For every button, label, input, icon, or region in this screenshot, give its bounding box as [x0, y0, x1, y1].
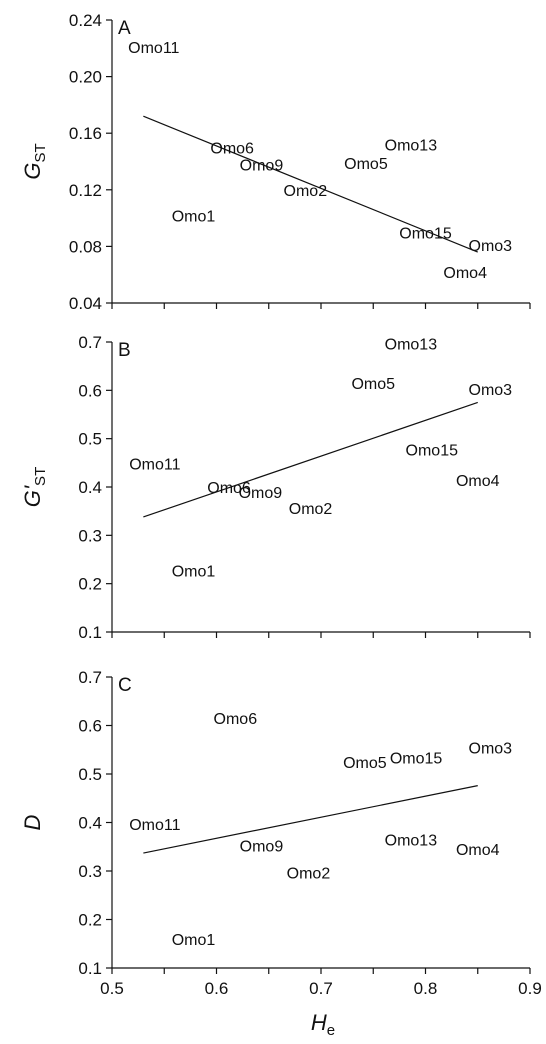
panel-a-y-tick-label: 0.04 — [69, 294, 102, 313]
panel-c-trend-line — [143, 785, 478, 854]
panel-c-point-omo6: Omo6 — [214, 711, 258, 728]
panel-b-y-axis-label: G'ST — [20, 467, 49, 507]
panel-a-point-omo15: Omo15 — [399, 225, 452, 242]
panel-c-y-axis-label: D — [20, 814, 45, 830]
panel-c-point-omo11: Omo11 — [129, 817, 180, 834]
panel-c-point-omo4: Omo4 — [456, 842, 500, 859]
panel-b-trend-line — [143, 401, 478, 518]
panel-a-y-axis-label: GST — [20, 143, 49, 179]
panel-a-point-omo5: Omo5 — [344, 156, 388, 173]
panel-b-letter: B — [118, 340, 131, 361]
panel-c-point-omo2: Omo2 — [287, 865, 331, 882]
panel-a-point-omo3: Omo3 — [469, 238, 513, 255]
panel-c-y-tick-label: 0.5 — [78, 765, 102, 784]
panel-a-y-tick-label: 0.12 — [69, 181, 102, 200]
panel-b-point-omo5: Omo5 — [351, 376, 395, 393]
panel-a-point-omo13: Omo13 — [385, 138, 438, 155]
panel-c-x-tick-label: 0.9 — [518, 979, 542, 998]
panel-c-point-omo5: Omo5 — [343, 755, 387, 772]
panel-b-point-omo1: Omo1 — [172, 564, 216, 581]
panel-a-point-omo2: Omo2 — [284, 183, 328, 200]
panel-b-point-omo2: Omo2 — [289, 501, 333, 518]
panel-c-y-tick-label: 0.2 — [78, 911, 102, 930]
panel-c-letter: C — [118, 675, 132, 696]
panel-c-x-axis-label: He — [311, 1010, 335, 1039]
panel-c-y-tick-label: 0.3 — [78, 862, 102, 881]
panel-b-y-tick-label: 0.5 — [78, 430, 102, 449]
panel-b-y-tick-label: 0.4 — [78, 478, 102, 497]
panel-c-y-tick-label: 0.7 — [78, 668, 102, 687]
panel-b-y-tick-label: 0.3 — [78, 526, 102, 545]
panel-c-point-omo9: Omo9 — [240, 838, 284, 855]
panel-c-x-tick-label: 0.6 — [205, 979, 229, 998]
panel-c-point-omo15: Omo15 — [390, 751, 443, 768]
panel-b-point-omo9: Omo9 — [239, 485, 283, 502]
panel-c-y-tick-label: 0.4 — [78, 814, 102, 833]
panel-a-point-omo11: Omo11 — [128, 40, 179, 57]
panel-b-point-omo6: Omo6 — [207, 480, 251, 497]
panel-a-point-omo6: Omo6 — [210, 140, 254, 157]
panel-a-trend-line — [143, 115, 478, 253]
panel-b-point-omo11: Omo11 — [129, 456, 180, 473]
panel-a-y-tick-label: 0.08 — [69, 237, 102, 256]
panel-c-y-tick-label: 0.6 — [78, 717, 102, 736]
panel-b-y-tick-label: 0.1 — [78, 623, 102, 642]
panel-b-point-omo15: Omo15 — [406, 442, 459, 459]
panel-a-point-omo1: Omo1 — [172, 208, 216, 225]
panel-b-point-omo13: Omo13 — [385, 336, 438, 353]
panel-b-point-omo3: Omo3 — [469, 382, 513, 399]
panel-c-x-tick-label: 0.5 — [100, 979, 124, 998]
panel-c-y-tick-label: 0.1 — [78, 959, 102, 978]
panel-a-y-tick-label: 0.24 — [69, 11, 102, 30]
panel-a-letter: A — [118, 18, 131, 39]
panel-c-point-omo1: Omo1 — [172, 932, 216, 949]
panel-c-x-tick-label: 0.7 — [309, 979, 333, 998]
panel-c-point-omo3: Omo3 — [469, 740, 513, 757]
panel-c-x-tick-label: 0.8 — [414, 979, 438, 998]
panel-b-y-tick-label: 0.7 — [78, 333, 102, 352]
panel-b-point-omo4: Omo4 — [456, 473, 500, 490]
panel-a-y-tick-label: 0.16 — [69, 124, 102, 143]
panel-a-point-omo9: Omo9 — [240, 157, 284, 174]
panel-a-y-tick-label: 0.20 — [69, 68, 102, 87]
panel-c-point-omo13: Omo13 — [385, 832, 438, 849]
panel-a-point-omo4: Omo4 — [443, 265, 487, 282]
panel-b-y-tick-label: 0.6 — [78, 381, 102, 400]
panel-b-y-tick-label: 0.2 — [78, 575, 102, 594]
